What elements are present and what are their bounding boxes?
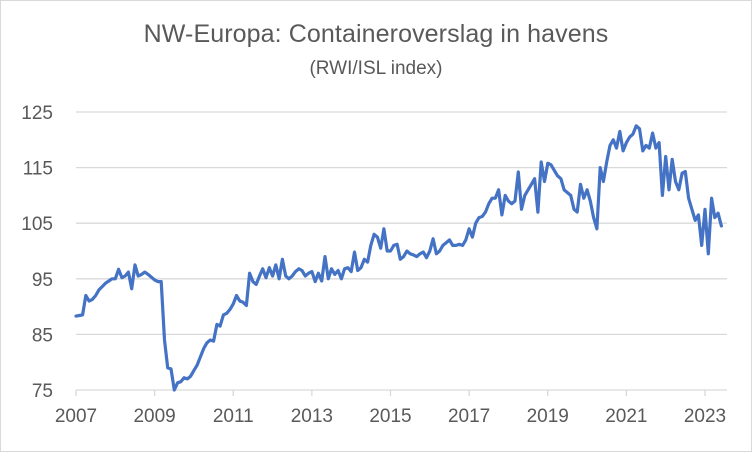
chart-title: NW-Europa: Containeroverslag in havens [143, 20, 609, 48]
x-tick-label: 2013 [291, 406, 333, 427]
x-tick-label: 2009 [133, 406, 175, 427]
y-tick-label: 75 [32, 381, 53, 402]
x-tick-label: 2023 [684, 406, 726, 427]
y-axis: 75 85 95 105 115 125 [21, 103, 53, 402]
plot-area [74, 124, 724, 392]
chart-subtitle: (RWI/ISL index) [309, 58, 443, 79]
x-tick-label: 2021 [605, 406, 647, 427]
y-tick-label: 85 [32, 325, 53, 346]
y-tick-label: 125 [21, 103, 53, 124]
y-tick-label: 105 [21, 214, 53, 235]
x-tick-label: 2019 [527, 406, 569, 427]
x-tick-label: 2015 [369, 406, 411, 427]
x-tick-label: 2007 [55, 406, 97, 427]
y-tick-label: 115 [23, 159, 53, 180]
gridlines [76, 111, 727, 336]
x-tick-label: 2017 [448, 406, 490, 427]
x-tick-label: 2011 [213, 406, 254, 427]
series-line [74, 124, 724, 392]
y-tick-label: 95 [32, 270, 53, 291]
x-axis: 2007 2009 2011 2013 2015 2017 2019 2021 2023 [55, 389, 727, 427]
